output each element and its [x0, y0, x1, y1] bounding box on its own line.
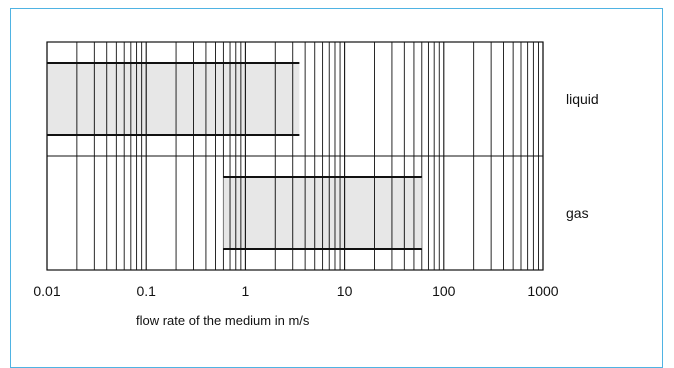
- row-labels: liquid gas: [566, 91, 599, 221]
- x-tick-label: 100: [432, 283, 456, 299]
- row-label-gas: gas: [566, 205, 589, 221]
- flow-rate-chart: 0.01 0.1 1 10 100 1000 liquid gas flow rate of…: [33, 41, 599, 328]
- x-tick-label: 0.01: [33, 283, 60, 299]
- plot-border: [46, 41, 544, 271]
- range-bars: [47, 62, 422, 250]
- x-axis-title: flow rate of the medium in m/s: [136, 313, 310, 328]
- x-tick-labels: 0.01 0.1 1 10 100 1000: [33, 283, 558, 299]
- plot-frame: [46, 41, 544, 271]
- x-tick-label: 1000: [527, 283, 558, 299]
- x-tick-label: 0.1: [136, 283, 156, 299]
- range-bar-liquid: [47, 63, 300, 135]
- row-label-liquid: liquid: [566, 91, 599, 107]
- x-tick-label: 1: [242, 283, 250, 299]
- x-tick-label: 10: [337, 283, 353, 299]
